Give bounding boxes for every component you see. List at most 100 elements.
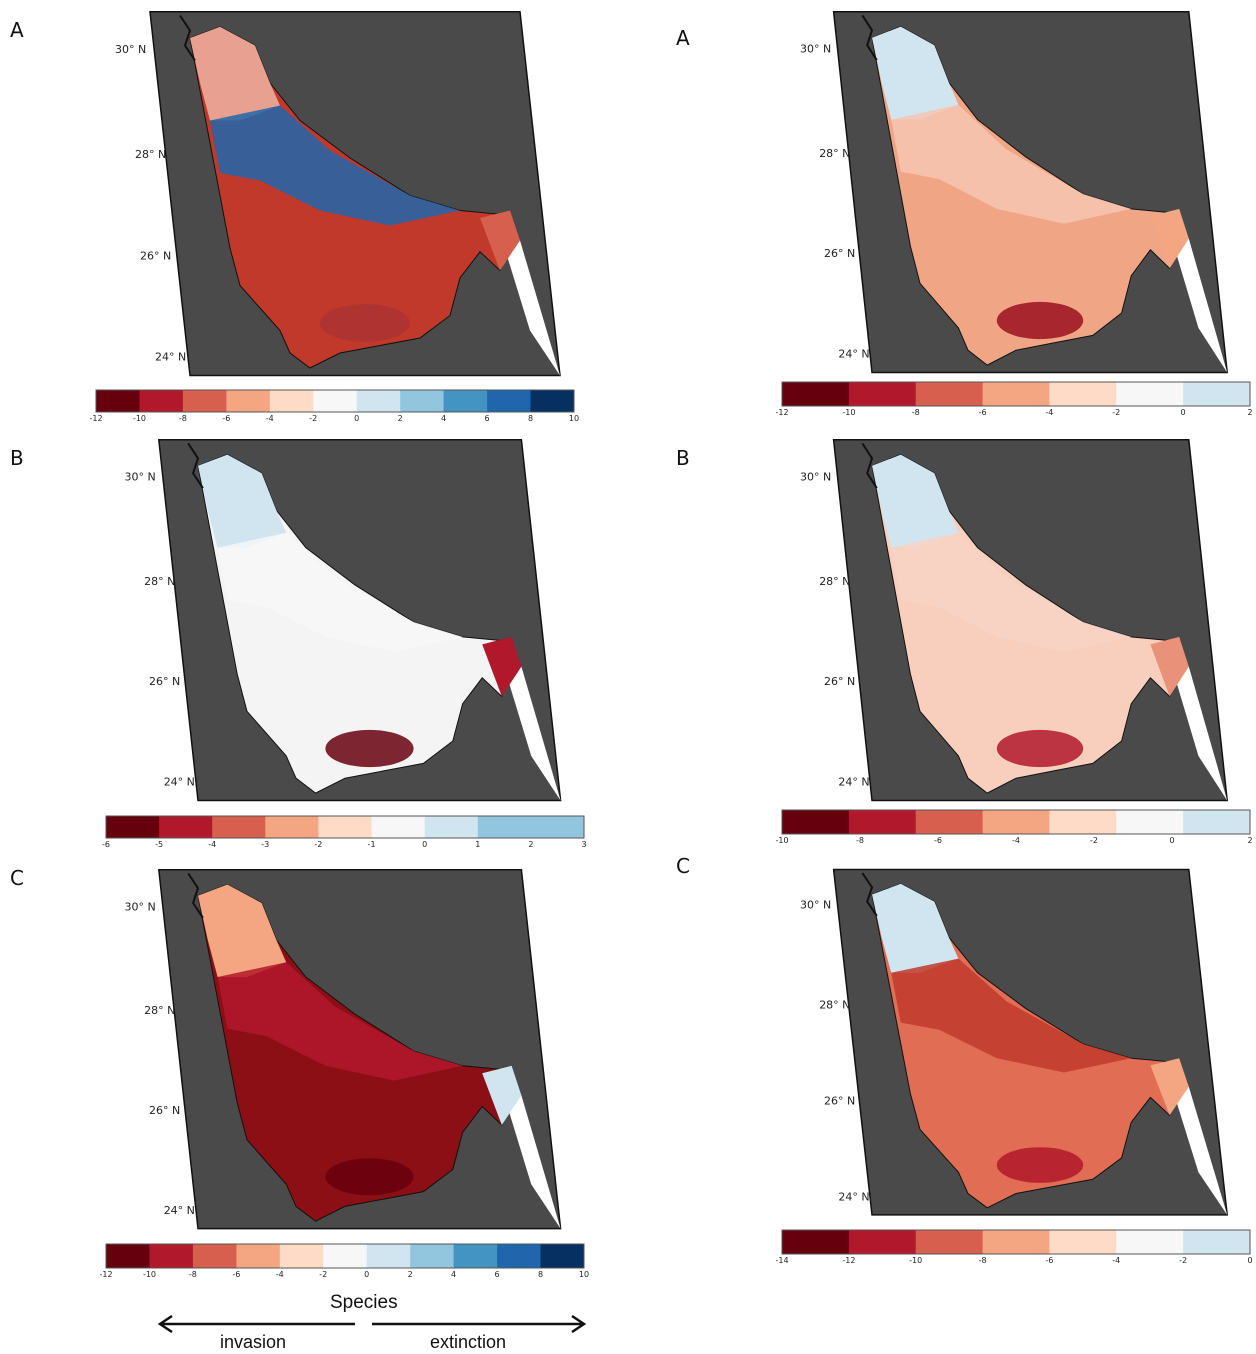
northern-gulf-zone <box>872 454 959 548</box>
colorbar-segment <box>1049 810 1117 834</box>
gulf-map: 30° N 28° N 26° N 24° N <box>800 438 1229 802</box>
colorbar-segment <box>848 810 917 834</box>
latitude-label: 24° N <box>164 1204 195 1217</box>
hormuz-strait <box>1150 1058 1189 1116</box>
colorbar-segment <box>313 390 358 412</box>
colorbar-segment <box>443 390 488 412</box>
colorbar-segment <box>1116 810 1184 834</box>
colorbar-tick-label: 8 <box>538 1270 543 1279</box>
colorbar-segment <box>982 810 1050 834</box>
coastline <box>861 442 878 489</box>
colorbar-tick-label: 6 <box>485 414 490 423</box>
colorbar-segment <box>269 390 314 412</box>
colorbar-tick-label: -8 <box>189 1270 197 1279</box>
open-water <box>1169 231 1228 373</box>
colorbar-segment <box>540 1244 585 1268</box>
colorbar-segment <box>265 816 319 838</box>
colorbar-tick-label: 3 <box>581 840 586 849</box>
species-arrow <box>157 1314 587 1334</box>
colorbar-tick-label: -6 <box>1045 1256 1053 1265</box>
colorbar-segment <box>915 382 984 406</box>
colorbar-tick-label: -6 <box>102 840 110 849</box>
colorbar-segment <box>192 1244 237 1268</box>
colorbar-segment <box>1116 382 1184 406</box>
coastline <box>179 14 196 62</box>
colorbar-tick-label: 4 <box>451 1270 456 1279</box>
latitude-label: 26° N <box>140 249 171 262</box>
colorbar-segment <box>318 816 372 838</box>
colorbar-segment <box>1116 1230 1184 1254</box>
extinction-label: extinction <box>430 1332 507 1352</box>
hormuz-strait <box>482 636 522 697</box>
open-water <box>1169 659 1228 801</box>
colorbar-segment <box>323 1244 368 1268</box>
central-gulf-zone <box>891 104 1132 224</box>
colorbar-tick-label: 6 <box>495 1270 500 1279</box>
latitude-label: 24° N <box>164 776 195 789</box>
gulf-map: 30° N 28° N 26° N 24° N <box>800 10 1229 374</box>
southern-hotspot <box>325 1158 414 1196</box>
latitude-label: 30° N <box>800 471 831 484</box>
colorbar-segment <box>366 1244 411 1268</box>
colorbar-tick-label: 1 <box>475 840 480 849</box>
colorbar-tick-label: -10 <box>133 414 146 423</box>
colorbar-tick-label: 2 <box>528 840 533 849</box>
colorbar-tick-label: -2 <box>1112 408 1120 417</box>
colorbar-segment <box>356 390 401 412</box>
central-gulf-zone <box>891 958 1132 1073</box>
colorbar-segment <box>410 1244 455 1268</box>
colorbar-segment <box>139 390 184 412</box>
colorbar-segment <box>106 816 160 838</box>
latitude-label: 26° N <box>149 675 180 688</box>
gulf-map: 30° N 28° N 26° N 24° N <box>800 868 1229 1216</box>
colorbar-tick-label: -12 <box>842 1256 855 1265</box>
colorbar-border <box>95 389 575 413</box>
colorbar-tick-label: -6 <box>232 1270 240 1279</box>
latitude-label: 28° N <box>819 147 850 160</box>
panel-letter: C <box>676 854 690 878</box>
colorbar: -12 -10 -8 -6 -4 -2 0 2 4 6 8 10 <box>90 389 579 423</box>
colorbar-segment <box>1049 1230 1117 1254</box>
panel-letter: C <box>10 866 24 890</box>
species-axis-title: Species <box>330 1292 398 1313</box>
colorbar-segment <box>371 816 426 838</box>
colorbar-segment <box>982 382 1050 406</box>
colorbar-border <box>781 381 1251 407</box>
colorbar-tick-label: -10 <box>776 836 789 845</box>
colorbar-tick-label: -2 <box>309 414 317 423</box>
colorbar-segment <box>1183 382 1251 406</box>
colorbar-tick-label: -6 <box>979 408 987 417</box>
latitude-label: 28° N <box>135 148 166 161</box>
open-water <box>501 1088 561 1229</box>
latitude-label: 26° N <box>149 1104 180 1117</box>
northern-gulf-zone <box>198 884 287 977</box>
gulf-map: 30° N 28° N 26° N 24° N <box>115 11 561 377</box>
colorbar-tick-label: -8 <box>179 414 187 423</box>
latitude-label: 30° N <box>125 471 156 484</box>
colorbar-tick-label: 4 <box>441 414 446 423</box>
colorbar-tick-label: -4 <box>208 840 216 849</box>
colorbar-tick-label: -1 <box>368 840 376 849</box>
coastline <box>187 442 204 489</box>
colorbar-tick-label: 10 <box>579 1270 589 1279</box>
colorbar-tick-label: -12 <box>100 1270 113 1279</box>
colorbar-segment <box>453 1244 498 1268</box>
colorbar-segment <box>149 1244 194 1268</box>
latitude-label: 24° N <box>838 776 869 789</box>
colorbar-tick-label: -2 <box>319 1270 327 1279</box>
colorbar-tick-label: -4 <box>276 1270 284 1279</box>
colorbar-segment <box>226 390 271 412</box>
latitude-label: 28° N <box>144 1004 175 1017</box>
colorbar-segment <box>1049 382 1117 406</box>
southern-hotspot <box>996 301 1084 340</box>
colorbar-segment <box>982 1230 1050 1254</box>
colorbar: -6 -5 -4 -3 -2 -1 0 1 2 3 <box>102 815 587 849</box>
northern-gulf-zone <box>872 883 959 973</box>
colorbar-tick-label: 0 <box>422 840 427 849</box>
colorbar-tick-label: -2 <box>314 840 322 849</box>
open-water <box>1169 1079 1228 1215</box>
southern-hotspot <box>320 304 410 342</box>
colorbar-tick-label: -5 <box>155 840 163 849</box>
central-gulf-zone <box>217 962 463 1081</box>
colorbar-segment <box>1183 810 1251 834</box>
